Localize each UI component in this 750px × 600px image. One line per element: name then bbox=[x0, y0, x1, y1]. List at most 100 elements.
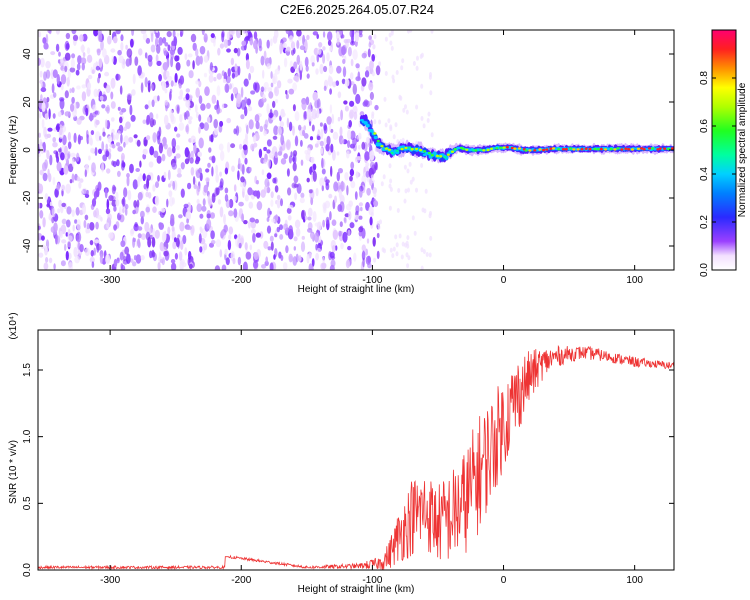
noise-speckle bbox=[64, 145, 68, 155]
noise-speckle bbox=[69, 179, 73, 184]
noise-speckle bbox=[120, 41, 124, 51]
noise-speckle bbox=[248, 72, 252, 81]
noise-speckle bbox=[167, 169, 171, 181]
noise-speckle bbox=[372, 187, 377, 195]
noise-speckle bbox=[104, 188, 108, 199]
noise-speckle bbox=[125, 121, 131, 130]
noise-speckle bbox=[326, 52, 330, 62]
noise-speckle bbox=[308, 263, 313, 270]
noise-speckle bbox=[39, 70, 43, 78]
noise-speckle bbox=[230, 57, 235, 66]
noise-speckle bbox=[158, 37, 163, 46]
noise-speckle bbox=[226, 142, 231, 153]
noise-speckle bbox=[425, 252, 429, 257]
noise-speckle bbox=[86, 189, 89, 195]
noise-speckle bbox=[113, 224, 117, 231]
noise-speckle bbox=[199, 246, 203, 253]
noise-speckle bbox=[216, 73, 222, 80]
signal-peak bbox=[624, 147, 628, 150]
signal-peak bbox=[603, 148, 608, 151]
noise-speckle bbox=[178, 251, 183, 261]
noise-speckle bbox=[237, 65, 241, 76]
noise-speckle bbox=[290, 41, 296, 50]
noise-speckle bbox=[124, 207, 128, 216]
noise-speckle bbox=[203, 122, 209, 131]
noise-speckle bbox=[370, 161, 375, 170]
noise-speckle bbox=[272, 35, 278, 44]
noise-speckle bbox=[327, 31, 333, 41]
noise-speckle bbox=[267, 158, 271, 169]
noise-speckle bbox=[217, 47, 221, 56]
noise-speckle bbox=[202, 198, 206, 207]
noise-speckle bbox=[48, 108, 51, 120]
noise-speckle bbox=[91, 69, 95, 74]
noise-speckle bbox=[195, 169, 201, 179]
noise-speckle bbox=[171, 225, 175, 232]
x-tick-label: -100 bbox=[362, 275, 382, 286]
noise-speckle bbox=[47, 168, 50, 178]
noise-speckle bbox=[160, 207, 166, 213]
noise-speckle bbox=[140, 255, 145, 261]
noise-speckle bbox=[164, 42, 169, 47]
noise-speckle bbox=[415, 104, 419, 110]
noise-speckle bbox=[179, 75, 185, 85]
signal-peak bbox=[465, 148, 469, 151]
noise-speckle bbox=[367, 48, 371, 58]
noise-speckle bbox=[206, 102, 211, 109]
noise-speckle bbox=[325, 182, 330, 191]
noise-speckle bbox=[48, 257, 53, 264]
noise-speckle bbox=[176, 32, 180, 37]
noise-speckle bbox=[347, 140, 351, 149]
noise-speckle bbox=[358, 215, 363, 220]
noise-speckle bbox=[347, 245, 352, 251]
noise-speckle bbox=[311, 62, 315, 67]
signal-peak bbox=[505, 146, 509, 149]
noise-speckle bbox=[352, 105, 358, 114]
noise-speckle bbox=[42, 162, 47, 172]
noise-speckle bbox=[291, 182, 297, 189]
signal-peak bbox=[670, 147, 674, 150]
noise-speckle bbox=[117, 146, 123, 152]
noise-speckle bbox=[300, 192, 305, 199]
noise-speckle bbox=[383, 96, 387, 102]
noise-speckle bbox=[167, 75, 173, 82]
noise-speckle bbox=[344, 172, 349, 181]
signal-peak bbox=[513, 147, 517, 150]
signal-track bbox=[359, 113, 674, 164]
noise-speckle bbox=[430, 30, 434, 34]
signal-peak bbox=[599, 147, 603, 151]
signal-peak bbox=[499, 146, 503, 149]
noise-speckle bbox=[161, 153, 166, 162]
x-tick-label: 0 bbox=[501, 575, 507, 586]
noise-speckle bbox=[366, 187, 371, 196]
noise-speckle bbox=[97, 30, 103, 35]
noise-speckle bbox=[48, 30, 52, 35]
noise-speckle bbox=[131, 30, 135, 36]
noise-speckle bbox=[105, 143, 108, 150]
noise-speckle bbox=[411, 176, 415, 182]
noise-speckle bbox=[115, 142, 121, 147]
noise-speckle bbox=[227, 68, 231, 77]
noise-speckle bbox=[98, 148, 102, 154]
noise-speckle bbox=[374, 104, 379, 111]
noise-speckle bbox=[243, 78, 249, 87]
noise-speckle bbox=[349, 175, 353, 182]
noise-speckle bbox=[288, 88, 295, 95]
noise-speckle bbox=[339, 181, 346, 192]
noise-speckle bbox=[38, 252, 44, 258]
noise-speckle bbox=[203, 243, 208, 251]
noise-speckle bbox=[74, 255, 80, 264]
noise-speckle bbox=[329, 264, 335, 270]
noise-speckle bbox=[174, 126, 178, 132]
snr-frame bbox=[37, 329, 675, 571]
signal-peak bbox=[474, 149, 478, 152]
noise-speckle bbox=[273, 125, 279, 136]
noise-speckle bbox=[429, 235, 433, 241]
noise-speckle bbox=[355, 205, 360, 214]
spectrogram-xlabel: Height of straight line (km) bbox=[298, 284, 415, 295]
noise-speckle bbox=[373, 257, 377, 263]
noise-speckle bbox=[44, 101, 49, 109]
noise-speckle bbox=[209, 62, 213, 71]
signal-peak bbox=[627, 148, 631, 151]
noise-speckle bbox=[163, 230, 167, 241]
